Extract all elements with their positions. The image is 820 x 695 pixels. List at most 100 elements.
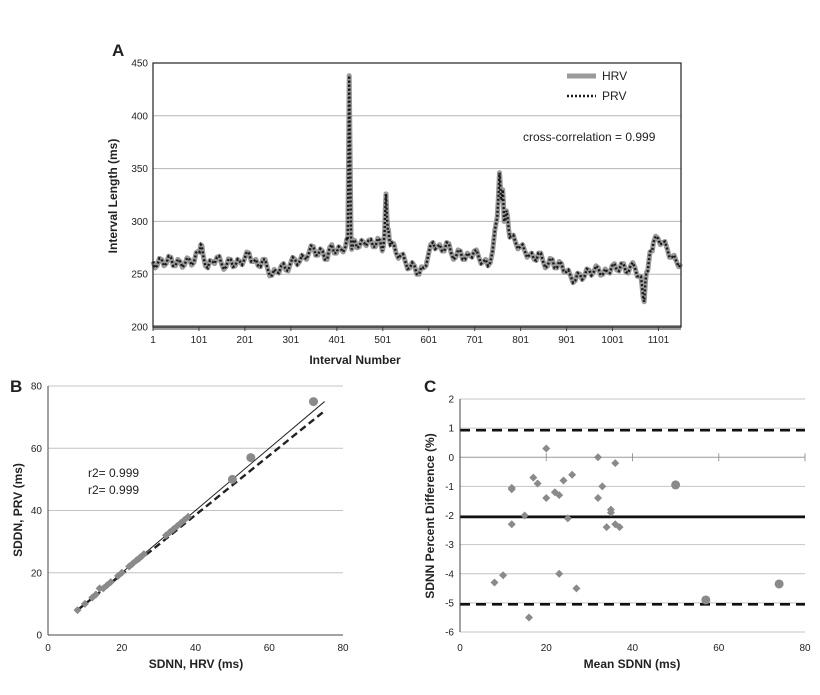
x-tick-label-201: 201: [237, 335, 254, 346]
diamond-point-7: [106, 578, 115, 587]
y-tick-label-2: 2: [448, 395, 454, 406]
y-tick-label--1: -1: [445, 482, 454, 493]
y-tick-label-0: 0: [36, 631, 42, 642]
y-tick-label--3: -3: [445, 540, 454, 551]
diamond-point-8: [533, 479, 542, 488]
panel-b-x-axis-title: SDNN, HRV (ms): [149, 657, 243, 671]
panel-c-reference-lines: [460, 428, 805, 606]
x-tick-label-40: 40: [627, 643, 639, 654]
panel-c-points: [490, 444, 784, 622]
y-tick-label--6: -6: [445, 628, 454, 639]
y-tick-label-400: 400: [131, 111, 148, 122]
circle-point-29: [774, 579, 784, 589]
dashed-fit-line: [76, 409, 326, 612]
y-tick-label-200: 200: [131, 323, 148, 334]
panel-c-y-ticks: -6 -5 -4 -3 -2 -1 0 1 2: [445, 395, 454, 639]
x-tick-label-40: 40: [190, 643, 202, 654]
diamond-point-19: [594, 494, 602, 503]
x-tick-label-701: 701: [466, 335, 483, 346]
y-tick-label-350: 350: [131, 164, 148, 175]
diamond-point-17: [572, 584, 581, 593]
cross-correlation-annotation: cross-correlation = 0.999: [523, 130, 656, 144]
diamond-point-1: [499, 571, 508, 580]
panel-c: C -6 -5 -4 -3 -2 -1 0 1 2 0 20 40 60 80 Mean SDNN (m…: [423, 377, 811, 671]
x-tick-label-60: 60: [264, 643, 276, 654]
diamond-point-14: [139, 550, 148, 559]
panel-b: B 0 20 40 60 80 0 20 40 60 80 r2= 0.999 r2= 0.99…: [10, 377, 349, 671]
panel-c-x-axis-title: Mean SDNN (ms): [584, 657, 681, 671]
diamond-point-23: [606, 505, 615, 514]
diamond-point-6: [525, 613, 533, 622]
diamond-point-4: [507, 520, 516, 529]
y-tick-label-20: 20: [31, 568, 43, 579]
circle-point-24: [309, 397, 318, 407]
x-tick-label-801: 801: [512, 335, 529, 346]
diamond-point-9: [117, 568, 126, 577]
diamond-point-24: [611, 459, 620, 468]
x-tick-label-60: 60: [713, 643, 725, 654]
y-tick-label-250: 250: [131, 270, 148, 281]
y-tick-label-0: 0: [448, 453, 454, 464]
x-tick-label-1001: 1001: [601, 335, 624, 346]
x-tick-label-101: 101: [191, 335, 208, 346]
y-tick-label--4: -4: [445, 569, 454, 580]
diamond-point-13: [555, 569, 564, 578]
panel-a-plot-frame: [152, 62, 682, 328]
diamond-point-20: [598, 482, 607, 491]
diamond-point-16: [568, 470, 577, 479]
circle-point-23: [246, 453, 256, 463]
circle-point-22: [227, 474, 237, 484]
panel-a-x-axis-title: Interval Number: [309, 353, 401, 367]
panel-a-y-ticks: 200 250 300 350 400 450: [131, 59, 148, 334]
legend-hrv-label: HRV: [602, 69, 627, 83]
x-tick-label-901: 901: [558, 335, 575, 346]
y-tick-label--5: -5: [445, 598, 454, 609]
panel-b-x-ticks: 0 20 40 60 80: [45, 643, 349, 654]
x-tick-label-301: 301: [283, 335, 300, 346]
panel-c-grid: [460, 398, 805, 633]
legend-prv-label: PRV: [602, 89, 626, 103]
x-tick-label-0: 0: [45, 643, 51, 654]
diamond-point-9: [542, 444, 551, 453]
panel-a-x-ticks: 1 101 201 301 401 501 601 701 801 901 1001 1101: [150, 325, 681, 346]
y-tick-label-40: 40: [31, 506, 43, 517]
panel-b-y-axis-title: SDDN, PRV (ms): [11, 463, 25, 557]
diamond-point-14: [559, 476, 568, 485]
circle-point-27: [671, 480, 681, 490]
panel-c-letter: C: [424, 377, 436, 396]
panel-a-y-axis-title: Interval Length (ms): [106, 139, 120, 254]
diamond-point-1: [80, 599, 89, 608]
panel-b-letter: B: [10, 377, 22, 396]
panel-a-legend: HRV PRV: [567, 69, 627, 103]
diamond-point-18: [594, 453, 602, 462]
x-tick-label-501: 501: [374, 335, 391, 346]
r-squared-annotation-2: r2= 0.999: [88, 483, 139, 497]
y-tick-label-60: 60: [31, 444, 43, 455]
panel-a-letter: A: [112, 41, 124, 60]
diamond-point-5: [520, 511, 529, 520]
x-tick-label-401: 401: [328, 335, 345, 346]
x-tick-label-601: 601: [420, 335, 437, 346]
diamond-point-21: [602, 523, 611, 532]
x-tick-label-20: 20: [116, 643, 128, 654]
y-tick-label-300: 300: [131, 217, 148, 228]
y-tick-label-450: 450: [131, 59, 148, 70]
panel-b-fit-lines: [76, 401, 326, 612]
diamond-point-12: [555, 491, 564, 500]
y-tick-label-1: 1: [448, 424, 454, 435]
prv-series-line: [151, 75, 682, 302]
diamond-point-26: [615, 523, 624, 532]
diamond-point-15: [563, 514, 572, 523]
circle-point-28: [701, 595, 711, 605]
r-squared-annotation-1: r2= 0.999: [88, 466, 139, 480]
diamond-point-3: [507, 483, 516, 492]
panel-c-y-axis-title: SDNN Percent Difference (%): [423, 433, 437, 598]
diamond-point-10: [542, 494, 551, 503]
panel-b-points: [73, 397, 318, 615]
x-tick-label-20: 20: [541, 643, 553, 654]
diamond-point-7: [529, 473, 538, 482]
panel-b-y-ticks: 0 20 40 60 80: [31, 382, 43, 642]
panel-c-x-ticks: 0 20 40 60 80: [457, 453, 811, 654]
diamond-point-21: [184, 512, 193, 521]
